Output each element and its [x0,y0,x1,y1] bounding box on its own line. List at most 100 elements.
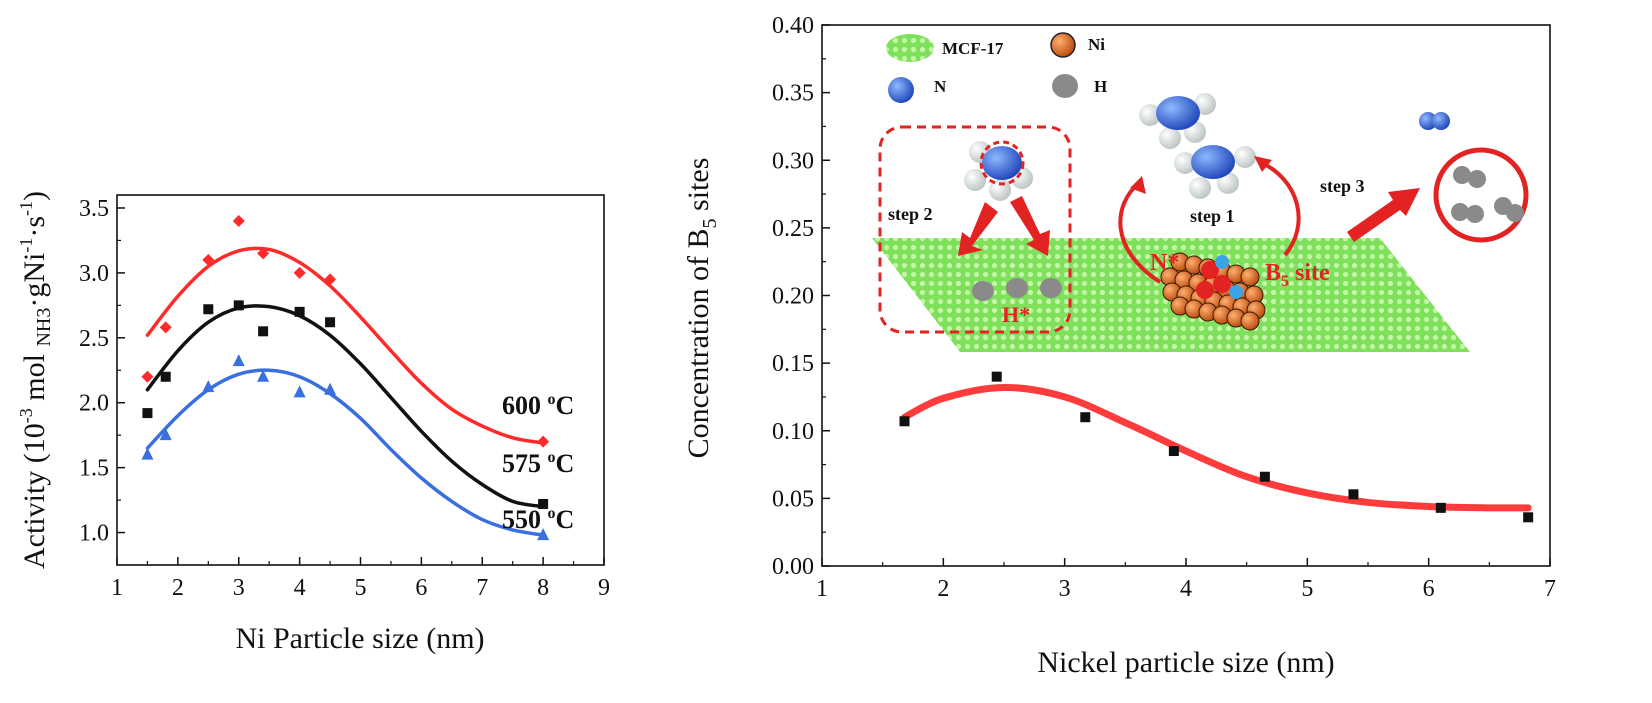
b5-site-atom [1213,275,1231,293]
data-point [899,416,910,427]
x-tick-label: 7 [1544,576,1556,602]
y-tick-label: 3.0 [79,261,109,287]
step1-arrow-left [1118,180,1162,284]
legend-h-label: H [1094,77,1107,96]
data-point [294,306,305,317]
h2-release-circle [1433,147,1529,243]
y-tick-label: 2.5 [79,326,109,352]
legend-ni-swatch [1050,32,1076,58]
x-tick-label: 1 [816,576,828,602]
legend-mcf-label: MCF-17 [942,39,1004,58]
data-point [537,435,550,448]
step1-arrow-right-head [1254,156,1272,172]
right-data-points [899,371,1534,523]
b5-site-atom [1196,281,1214,299]
x-tick-label: 6 [415,575,427,601]
data-point [141,370,154,383]
legend-n-swatch [888,77,914,103]
data-point [1080,412,1091,423]
x-tick-label: 3 [233,575,245,601]
ni-atom [1240,267,1260,287]
data-point [142,408,153,419]
data-point [1435,502,1446,513]
data-point [293,266,306,279]
n-star-label: N* [1150,250,1179,276]
x-tick-label: 6 [1423,576,1435,602]
data-point [324,273,337,286]
ni-nanoparticle [1160,252,1266,331]
y-tick-label: 0.25 [772,216,814,242]
y-tick-label: 0.05 [772,486,814,512]
series-label-550: 550 oC [502,505,574,534]
data-point [202,380,215,393]
x-tick-label: 5 [1301,576,1313,602]
h-atom [1006,278,1028,298]
step2-box [878,125,1072,334]
legend-ni-label: Ni [1088,35,1105,54]
step2-arrow-left [958,202,998,256]
data-point [160,371,171,382]
step3-label: step 3 [1320,176,1365,196]
data-point [324,382,337,395]
fit-curve-0 [901,383,1532,512]
data-point [538,498,549,509]
y-tick-label: 0.00 [772,554,814,580]
left-x-axis-label: Ni Particle size (nm) [235,622,484,655]
h-atom [972,281,994,301]
ni-atom [1240,311,1260,331]
step1-arrow-right [1259,160,1301,257]
y-tick-label: 0.35 [772,81,814,107]
fit-curve-1 [145,304,545,509]
left-activity-chart: 1 2 3 4 5 6 7 8 9 1.0 1.5 2.0 2.5 3.0 3.5 Ni Particle … [16,191,610,655]
data-point [203,304,214,315]
fit-curve-0 [145,246,545,445]
x-tick-label: 2 [937,576,949,602]
left-data-points [141,214,550,541]
data-point [537,528,550,541]
y-tick-label: 0.15 [772,351,814,377]
y-tick-label: 2.0 [79,391,109,417]
fit-curve-2 [145,368,545,537]
series-label-575: 575 oC [502,449,574,478]
step2-label: step 2 [888,204,933,224]
step1-label: step 1 [1190,206,1235,226]
h-star-label: H* [1002,302,1030,327]
data-point [1168,446,1179,457]
data-point [141,447,154,460]
right-fit-curve [901,383,1532,512]
legend-h-swatch [1052,74,1078,98]
data-point [232,214,245,227]
step3-arrow [1347,188,1420,242]
data-point [257,369,270,382]
ammonia-molecule-step1-bottom [1174,145,1256,199]
ammonia-molecule-step1-top [1139,93,1216,149]
data-point [159,428,172,441]
x-tick-label: 4 [294,575,306,601]
y-tick-label: 3.5 [79,196,109,222]
data-point [991,371,1002,382]
x-tick-label: 3 [1059,576,1071,602]
x-tick-label: 5 [355,575,367,601]
x-tick-label: 8 [537,575,549,601]
adsorbed-n-atom [1215,255,1229,269]
right-b5-chart: 1 2 3 4 5 6 7 0.00 0.05 0.10 0.15 0.20 0.25 0.30 0.35 0… [682,13,1556,679]
legend-n-label: N [934,77,947,96]
y-tick-label: 1.0 [79,521,109,547]
n2-molecule [1419,112,1450,130]
y-tick-label: 0.10 [772,419,814,445]
h2-molecules [1451,166,1524,223]
y-tick-label: 0.20 [772,284,814,310]
x-tick-label: 7 [476,575,488,601]
right-axis-ticks: 1 2 3 4 5 6 7 0.00 0.05 0.10 0.15 0.20 0.25 0.30 0.35 0… [772,13,1556,602]
y-tick-label: 0.40 [772,13,814,39]
data-point [1348,489,1359,500]
b5-site-atom [1201,261,1219,279]
b5-site-label: B5 site [1265,260,1330,290]
right-x-axis-label: Nickel particle size (nm) [1037,646,1334,679]
left-axis-ticks: 1 2 3 4 5 6 7 8 9 1.0 1.5 2.0 2.5 3.0 3.5 [79,196,610,601]
step1-arrow-left-head [1130,176,1146,194]
ammonia-molecule-step2 [964,140,1033,201]
y-tick-label: 1.5 [79,456,109,482]
y-tick-label: 0.30 [772,148,814,174]
